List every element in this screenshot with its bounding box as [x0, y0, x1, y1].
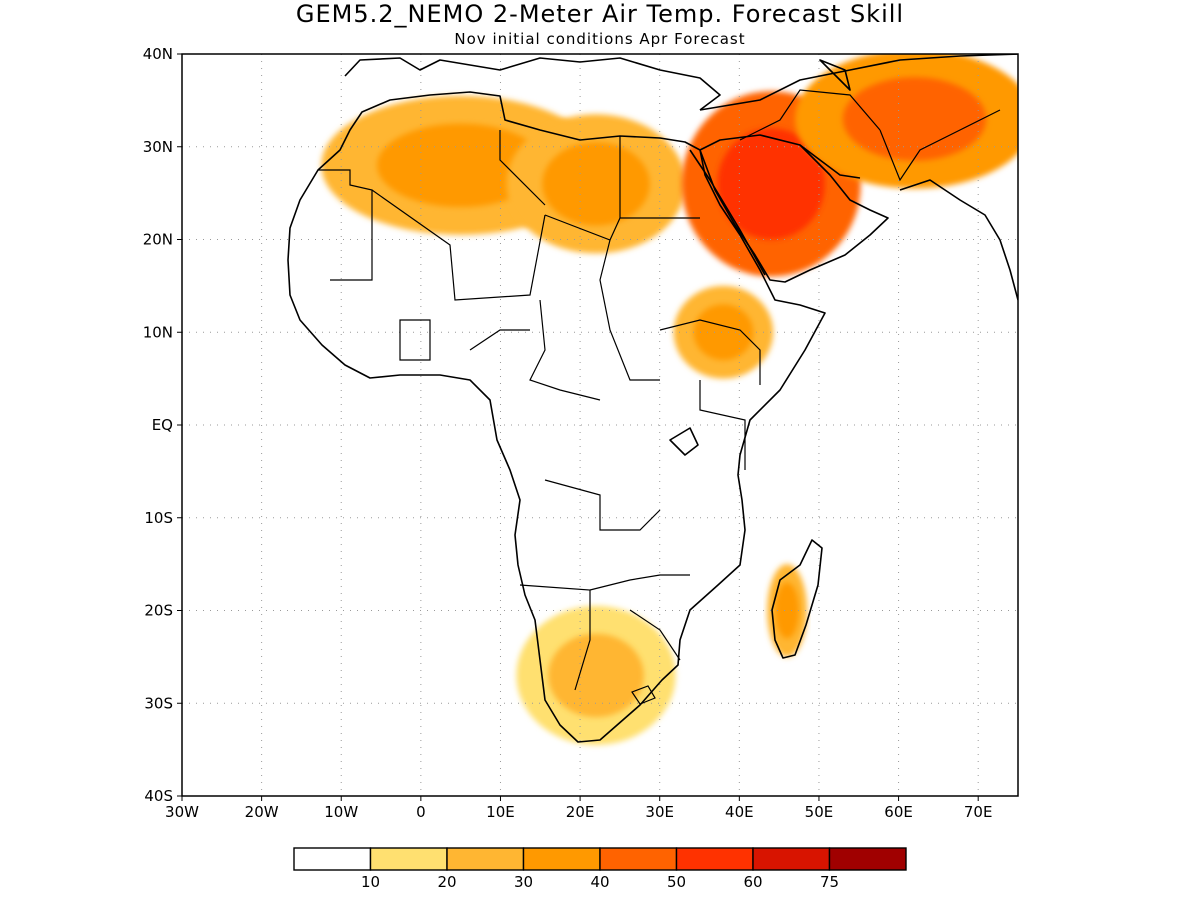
- lat-tick-label: 10S: [144, 509, 173, 527]
- lon-tick-label: 20E: [566, 803, 595, 821]
- lon-tick-label: 10W: [324, 803, 358, 821]
- lon-tick-label: 40E: [725, 803, 754, 821]
- caspian-coast: [819, 59, 851, 91]
- grid-lines: [182, 54, 1018, 796]
- lon-tick-label: 60E: [884, 803, 913, 821]
- skill-region: [842, 77, 987, 161]
- lat-tick-label: 10N: [143, 323, 173, 341]
- lat-tick-label: EQ: [152, 416, 173, 434]
- skill-region: [693, 304, 754, 361]
- lat-tick-label: 20N: [143, 231, 173, 249]
- map-title: GEM5.2_NEMO 2-Meter Air Temp. Forecast S…: [296, 0, 904, 28]
- africa-coastline: [287, 91, 826, 743]
- colorbar-label: 20: [437, 873, 456, 891]
- mediterranean-coast: [699, 54, 1018, 111]
- lake-victoria: [669, 427, 699, 456]
- lat-tick-label: 30N: [143, 138, 173, 156]
- skill-region: [377, 123, 545, 208]
- coastlines: [287, 54, 1018, 743]
- madagascar-coastline: [771, 539, 823, 659]
- skill-region: [775, 582, 800, 639]
- skill-shading: [321, 54, 1018, 745]
- europe-coastline: [344, 57, 721, 111]
- lon-tick-label: 20W: [245, 803, 279, 821]
- country-borders: [318, 89, 1001, 691]
- lon-tick-label: 0: [416, 803, 426, 821]
- colorbar-swatch: [752, 847, 831, 871]
- map-subtitle: Nov initial conditions Apr Forecast: [454, 30, 745, 48]
- lon-tick-label: 30W: [165, 803, 199, 821]
- skill-region: [717, 128, 825, 240]
- colorbar-swatch: [828, 847, 907, 871]
- axes: 30W 20W 10W 0 10E 20E 30E 40E 50E 60E 70E 40N 30N 20N…: [143, 45, 993, 821]
- colorbar-label: 75: [820, 873, 839, 891]
- lon-tick-label: 30E: [645, 803, 674, 821]
- lat-tick-label: 20S: [144, 602, 173, 620]
- colorbar-swatch: [675, 847, 754, 871]
- lesotho-border: [631, 685, 656, 705]
- colorbar-label: 30: [514, 873, 533, 891]
- colorbar-label: 60: [743, 873, 762, 891]
- lat-tick-label: 30S: [144, 694, 173, 712]
- persian-gulf-coast: [799, 144, 861, 179]
- colorbar-swatch: [599, 847, 678, 871]
- skill-region: [542, 142, 650, 226]
- colorbar-swatch: [293, 847, 372, 871]
- lon-tick-label: 70E: [964, 803, 993, 821]
- india-coastline: [899, 179, 1018, 301]
- lon-tick-label: 50E: [805, 803, 834, 821]
- lat-tick-label: 40S: [144, 787, 173, 805]
- colorbar-swatch: [522, 847, 601, 871]
- lon-tick-label: 10E: [486, 803, 515, 821]
- colorbar-label: 10: [361, 873, 380, 891]
- colorbar-swatch: [369, 847, 448, 871]
- colorbar-label: 40: [590, 873, 609, 891]
- red-sea-coast: [689, 149, 766, 276]
- colorbar-swatch: [446, 847, 525, 871]
- skill-region: [548, 633, 644, 718]
- colorbar-label: 50: [667, 873, 686, 891]
- lat-tick-label: 40N: [143, 45, 173, 63]
- colorbar-legend: 10 20 30 40 50 60 75: [293, 847, 907, 891]
